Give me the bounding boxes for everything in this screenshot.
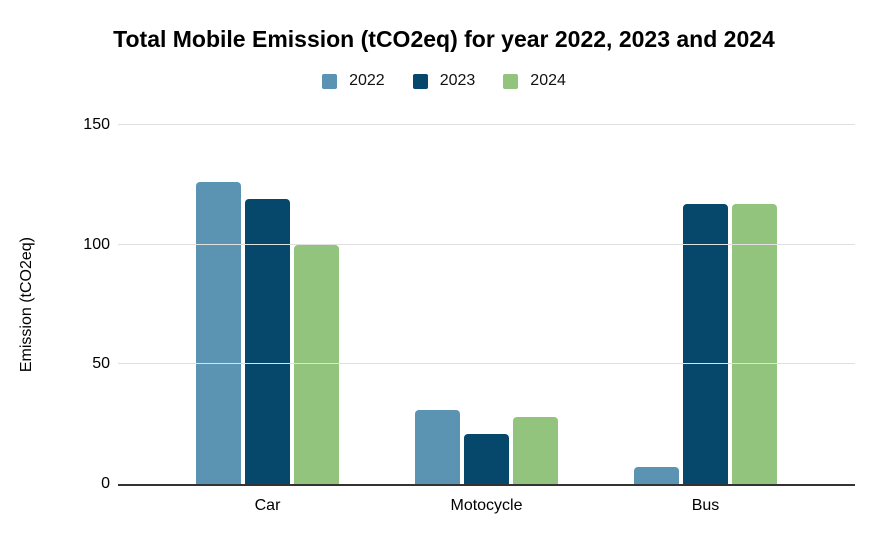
- bar-bus-2022: [634, 467, 679, 484]
- bar-motocycle-2024: [513, 417, 558, 484]
- y-tick-label-0: 0: [101, 475, 110, 492]
- gridline-50: [118, 363, 855, 365]
- bar-groups: Car Motocycle Bus: [118, 125, 855, 514]
- legend-swatch-2022: [322, 73, 338, 89]
- legend-label: 2023: [439, 72, 476, 89]
- bar-car-2023: [245, 199, 290, 484]
- x-axis-line: [118, 484, 855, 486]
- y-tick-label-100: 100: [83, 235, 110, 253]
- legend-swatch-2023: [412, 73, 428, 89]
- y-tick-label-150: 150: [83, 116, 110, 133]
- legend-label: 2024: [530, 72, 566, 89]
- legend-item-2022: 2022: [322, 72, 385, 90]
- chart-title: Total Mobile Emission (tCO2eq) for year …: [113, 26, 775, 52]
- plot-area: Car Motocycle Bus: [118, 124, 855, 514]
- bar-bus-2023: [683, 203, 728, 484]
- y-axis-tick-labels: 0 50 100 150: [0, 117, 110, 492]
- category-label-motocycle: Motocycle: [450, 497, 523, 514]
- bar-group-motocycle: Motocycle: [415, 125, 558, 514]
- bar-car-2022: [196, 182, 241, 484]
- bar-group-car: Car: [196, 125, 339, 514]
- category-label-car: Car: [254, 497, 281, 514]
- y-tick-label-50: 50: [92, 355, 110, 373]
- legend-item-2024: 2024: [503, 72, 566, 90]
- legend-swatch-2024: [503, 73, 519, 89]
- legend-item-2023: 2023: [412, 72, 476, 90]
- legend: 2022 2023 2024: [0, 72, 888, 90]
- legend-label: 2022: [349, 72, 385, 89]
- bar-group-bus: Bus: [634, 125, 777, 514]
- bar-motocycle-2022: [415, 409, 460, 484]
- category-label-bus: Bus: [691, 497, 720, 514]
- bar-bus-2024: [732, 203, 777, 484]
- gridline-150: [118, 124, 855, 125]
- gridline-100: [118, 243, 855, 245]
- bar-motocycle-2023: [464, 433, 509, 484]
